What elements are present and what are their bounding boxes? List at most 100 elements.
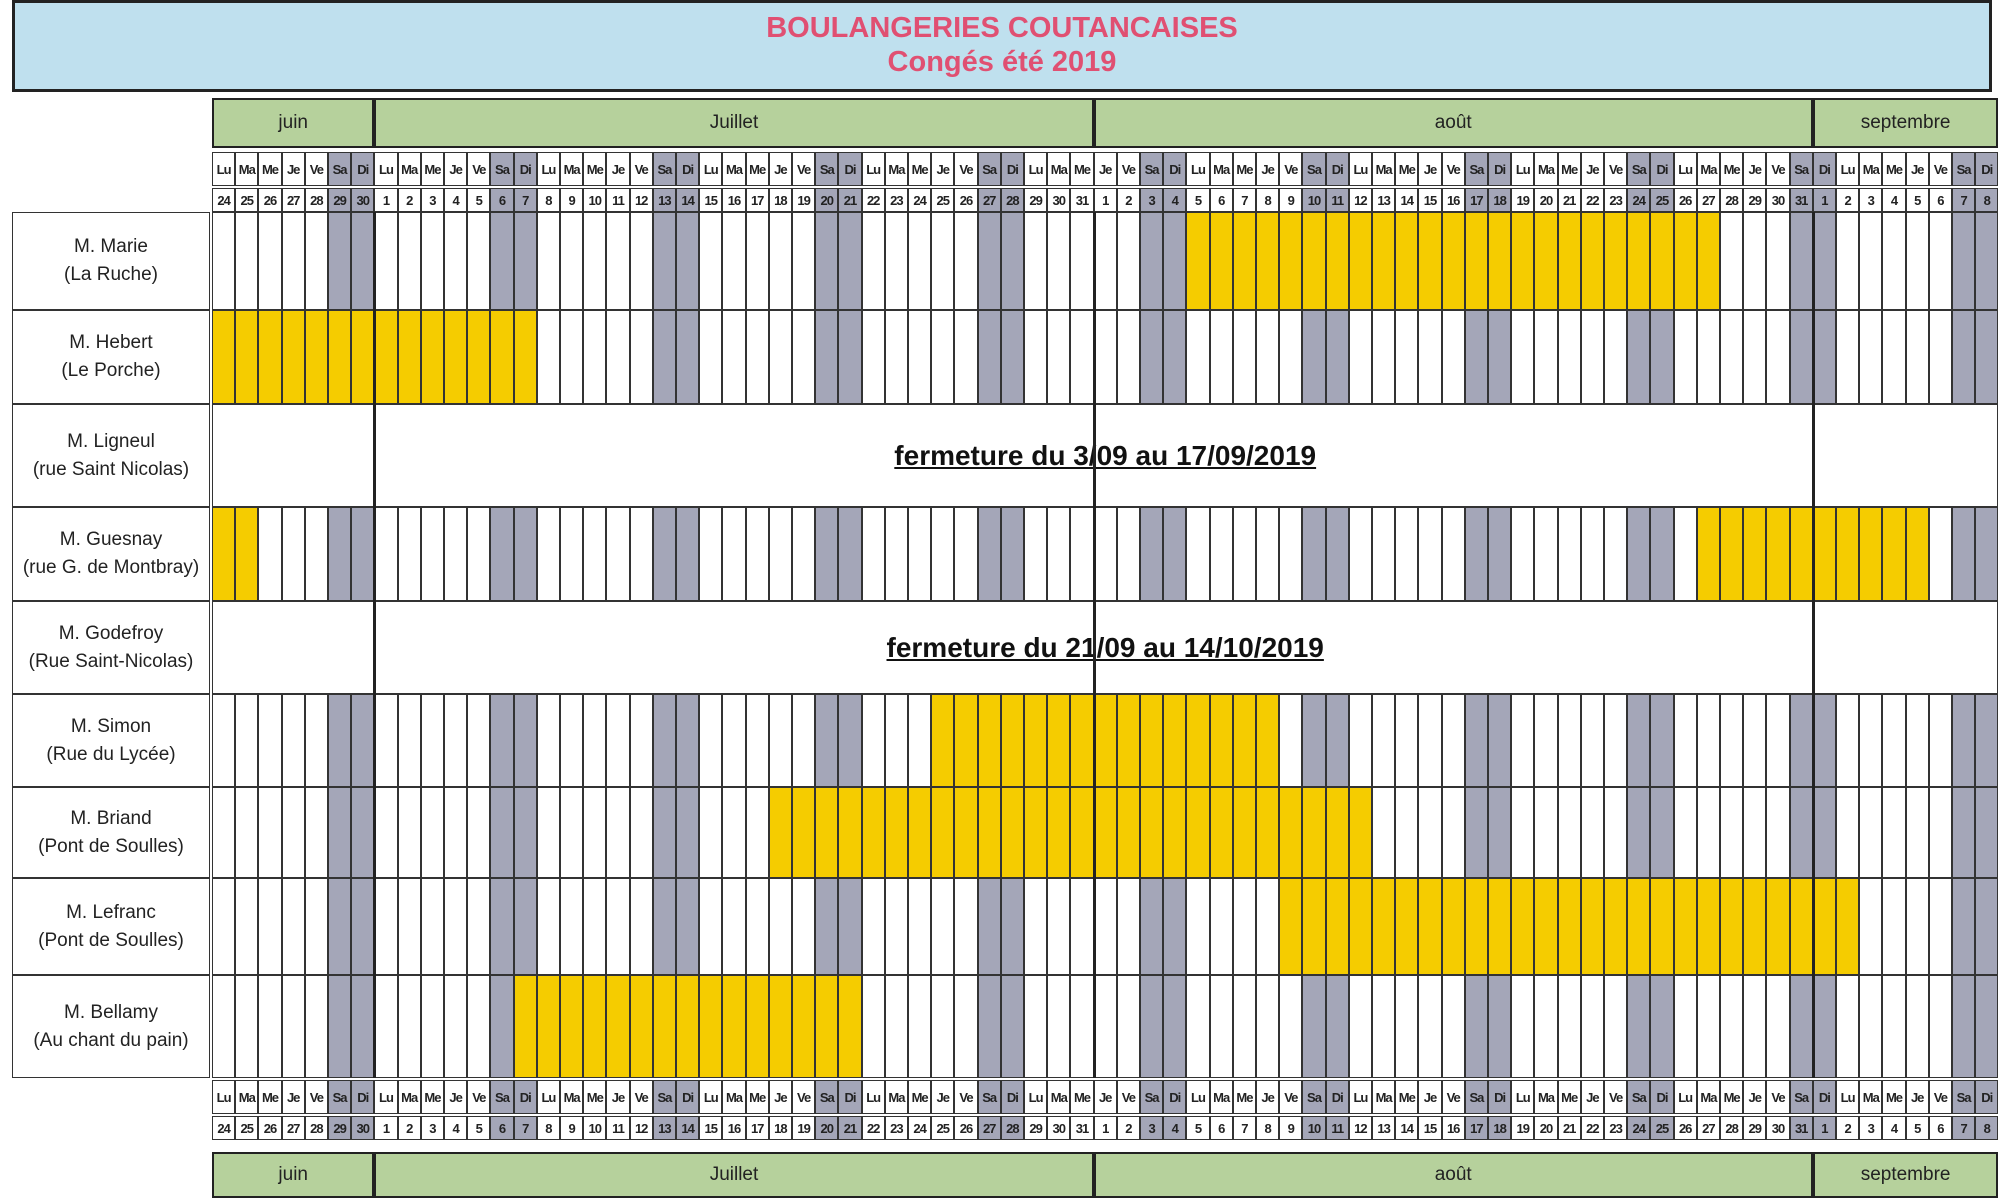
top-weekday-67: Ve — [1766, 152, 1790, 186]
day-cell — [1024, 694, 1048, 787]
top-weekday-68: Sa — [1789, 152, 1813, 186]
top-weekday-7: Lu — [374, 152, 398, 186]
day-cell — [374, 310, 398, 404]
day-cell — [1116, 878, 1140, 975]
day-cell — [861, 694, 885, 787]
day-cell — [1743, 787, 1767, 878]
bottom-weekday-60: Ve — [1604, 1080, 1628, 1114]
top-day-number-15: 9 — [560, 188, 584, 212]
day-cell — [1766, 310, 1790, 404]
bakery-location: (Rue Saint-Nicolas) — [28, 650, 194, 672]
day-cell — [1140, 310, 1164, 404]
day-cell — [1836, 787, 1860, 878]
bakery-location: (Le Porche) — [61, 360, 161, 381]
bottom-day-number-40: 3 — [1140, 1116, 1164, 1140]
page-title: BOULANGERIES COUTANCAISES — [766, 12, 1238, 44]
day-cell — [1279, 212, 1303, 310]
top-day-number-44: 7 — [1232, 188, 1256, 212]
day-cell — [351, 694, 375, 787]
bakery-name: M. Ligneul — [67, 430, 155, 452]
bottom-weekday-43: Ma — [1209, 1080, 1233, 1114]
top-weekday-12: Sa — [490, 152, 514, 186]
bottom-day-number-15: 9 — [560, 1116, 584, 1140]
top-day-number-30: 24 — [908, 188, 932, 212]
bottom-weekday-39: Ve — [1116, 1080, 1140, 1114]
day-cell — [629, 878, 653, 975]
bottom-weekday-22: Ma — [722, 1080, 746, 1114]
day-cell — [1116, 975, 1140, 1078]
day-cell — [861, 310, 885, 404]
day-cell — [1000, 878, 1024, 975]
day-cell — [1279, 975, 1303, 1078]
day-cell — [931, 975, 955, 1078]
day-cell — [374, 694, 398, 787]
day-cell — [1348, 310, 1372, 404]
day-cell — [212, 975, 236, 1078]
day-cell — [1000, 975, 1024, 1078]
day-cell — [1441, 310, 1465, 404]
top-weekday-43: Ma — [1209, 152, 1233, 186]
day-cell — [676, 507, 700, 601]
bottom-weekday-34: Di — [1000, 1080, 1024, 1114]
day-cell — [1256, 878, 1280, 975]
top-weekday-42: Lu — [1186, 152, 1210, 186]
top-day-number-25: 19 — [792, 188, 816, 212]
top-weekday-73: Je — [1905, 152, 1929, 186]
bottom-day-number-74: 6 — [1928, 1116, 1952, 1140]
day-cell — [1975, 878, 1999, 975]
day-cell — [560, 212, 584, 310]
top-day-number-35: 29 — [1024, 188, 1048, 212]
top-weekday-52: Je — [1418, 152, 1442, 186]
day-cell — [606, 787, 630, 878]
bottom-day-number-25: 19 — [792, 1116, 816, 1140]
top-weekday-25: Ve — [792, 152, 816, 186]
top-weekday-15: Ma — [560, 152, 584, 186]
day-cell — [1859, 212, 1883, 310]
day-cell — [1116, 212, 1140, 310]
day-cell — [536, 507, 560, 601]
bottom-day-number-4: 28 — [304, 1116, 328, 1140]
bottom-weekday-59: Je — [1580, 1080, 1604, 1114]
top-weekday-38: Je — [1093, 152, 1117, 186]
top-weekday-1: Ma — [235, 152, 259, 186]
day-cell — [1186, 787, 1210, 878]
day-cell — [258, 694, 282, 787]
day-cell — [304, 787, 328, 878]
day-cell — [1789, 694, 1813, 787]
top-day-number-53: 16 — [1441, 188, 1465, 212]
bottom-day-number-68: 31 — [1789, 1116, 1813, 1140]
day-cell — [1302, 694, 1326, 787]
day-cell — [467, 878, 491, 975]
day-cell — [699, 787, 723, 878]
day-cell — [931, 310, 955, 404]
day-cell — [1302, 310, 1326, 404]
day-cell — [792, 787, 816, 878]
top-day-number-60: 23 — [1604, 188, 1628, 212]
top-weekday-19: Sa — [652, 152, 676, 186]
day-cell — [1093, 878, 1117, 975]
top-weekday-32: Ve — [954, 152, 978, 186]
day-cell — [768, 975, 792, 1078]
day-cell — [1256, 787, 1280, 878]
bottom-day-number-73: 5 — [1905, 1116, 1929, 1140]
top-weekday-20: Di — [676, 152, 700, 186]
day-cell — [1256, 212, 1280, 310]
day-cell — [583, 310, 607, 404]
top-weekday-44: Me — [1232, 152, 1256, 186]
day-cell — [1070, 975, 1094, 1078]
bottom-day-number-34: 28 — [1000, 1116, 1024, 1140]
bottom-month-0: juin — [212, 1152, 375, 1198]
day-cell — [374, 507, 398, 601]
top-day-number-70: 2 — [1836, 188, 1860, 212]
day-cell — [1348, 878, 1372, 975]
top-weekday-46: Ve — [1279, 152, 1303, 186]
bottom-weekday-18: Ve — [629, 1080, 653, 1114]
day-cell — [676, 212, 700, 310]
day-cell — [1209, 878, 1233, 975]
bottom-day-number-36: 30 — [1047, 1116, 1071, 1140]
bottom-day-number-64: 27 — [1696, 1116, 1720, 1140]
day-cell — [1928, 878, 1952, 975]
bottom-weekday-5: Sa — [328, 1080, 352, 1114]
bottom-weekday-67: Ve — [1766, 1080, 1790, 1114]
day-cell — [1511, 694, 1535, 787]
